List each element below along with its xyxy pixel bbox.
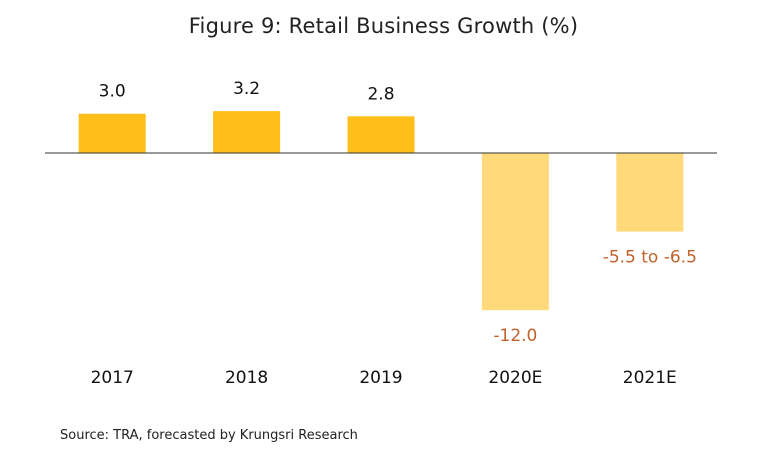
bar-2020e	[481, 153, 549, 311]
category-label-2019: 2019	[359, 368, 402, 388]
category-label-2021e: 2021E	[623, 368, 677, 388]
bar-2019	[347, 116, 415, 153]
chart-title: Figure 9: Retail Business Growth (%)	[188, 14, 579, 38]
category-label-2020e: 2020E	[488, 368, 542, 388]
category-label-2017: 2017	[91, 368, 134, 388]
source-note: Source: TRA, forecasted by Krungsri Rese…	[60, 428, 358, 443]
data-label-2021e: -5.5 to -6.5	[603, 248, 697, 268]
category-label-2018: 2018	[225, 368, 268, 388]
bar-2017	[78, 113, 146, 153]
data-label-2018: 3.2	[233, 79, 260, 99]
data-label-2019: 2.8	[367, 84, 394, 104]
data-label-2020e: -12.0	[493, 326, 537, 346]
bar-2021e	[616, 153, 684, 232]
data-label-2017: 3.0	[99, 82, 126, 102]
bar-2018	[213, 111, 281, 153]
